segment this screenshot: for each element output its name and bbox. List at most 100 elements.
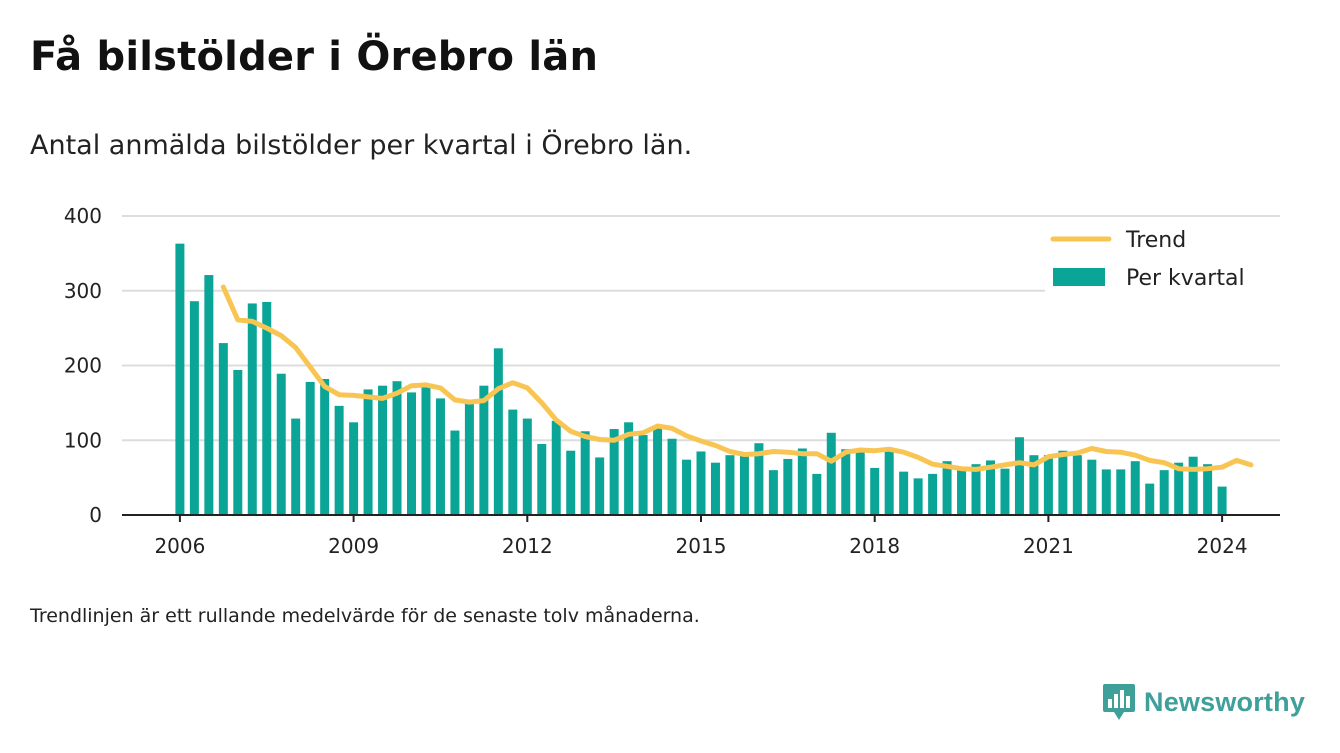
bar-per-kvartal (870, 467, 880, 515)
bar-per-kvartal (812, 473, 822, 515)
bar-per-kvartal (522, 418, 532, 515)
bar-per-kvartal (754, 443, 764, 515)
y-tick-label: 300 (64, 279, 102, 303)
bar-per-kvartal (942, 461, 952, 515)
bar-per-kvartal (392, 381, 402, 515)
bar-per-kvartal (551, 420, 561, 515)
bar-per-kvartal (363, 389, 373, 515)
x-tick-label: 2009 (328, 534, 379, 558)
axes: 0 100 200 300 400 2006 2009 2012 2015 2018 2021 202… (64, 204, 1280, 558)
bar-per-kvartal (566, 450, 576, 515)
x-tick-label: 2015 (676, 534, 727, 558)
legend-bar-swatch (1053, 268, 1105, 286)
bar-per-kvartal (1087, 459, 1097, 515)
bar-per-kvartal (710, 462, 720, 515)
bar-per-kvartal (450, 430, 460, 515)
bar-per-kvartal (320, 378, 330, 515)
legend-trend-label: Trend (1125, 228, 1186, 253)
bar-per-kvartal (609, 429, 619, 515)
bar-per-kvartal (435, 398, 445, 515)
bar-per-kvartal (1043, 455, 1053, 515)
bar-per-kvartal (826, 432, 836, 515)
bar-per-kvartal (1000, 468, 1010, 515)
y-tick-label: 400 (64, 204, 102, 228)
bar-per-kvartal (421, 387, 431, 515)
bar-per-kvartal (1217, 486, 1227, 515)
bar-per-kvartal (334, 405, 344, 515)
x-tick-label: 2018 (849, 534, 900, 558)
bar-per-kvartal (783, 458, 793, 515)
trend-line-layer (220, 284, 1254, 472)
bar-per-kvartal (508, 409, 518, 515)
bar-per-kvartal (479, 385, 489, 515)
bar-per-kvartal (957, 470, 967, 515)
chart-subtitle: Antal anmälda bilstölder per kvartal i Ö… (30, 130, 693, 161)
bar-per-kvartal (276, 373, 286, 515)
bar-per-kvartal (653, 426, 663, 515)
brand-name: Newsworthy (1144, 686, 1306, 717)
legend: Trend Per kvartal (1045, 222, 1280, 292)
bar-per-kvartal (218, 343, 228, 515)
bars-per-kvartal (175, 243, 1227, 515)
bar-per-kvartal (378, 385, 388, 515)
chart-title: Få bilstölder i Örebro län (30, 34, 599, 80)
bar-per-kvartal (1101, 469, 1111, 515)
bar-per-kvartal (841, 449, 851, 515)
bar-per-kvartal (580, 431, 590, 515)
bar-per-kvartal (855, 451, 865, 515)
bar-per-kvartal (928, 473, 938, 515)
x-tick-label: 2024 (1197, 534, 1248, 558)
newsworthy-brand[interactable]: Newsworthy (1102, 682, 1305, 722)
bar-per-kvartal (667, 438, 677, 515)
bar-per-kvartal (1188, 456, 1198, 515)
bar-per-kvartal (638, 435, 648, 515)
bar-per-kvartal (247, 303, 257, 515)
bar-per-kvartal (189, 301, 199, 515)
bar-per-kvartal (204, 275, 214, 515)
bar-per-kvartal (1072, 455, 1082, 515)
bar-per-kvartal (899, 471, 909, 515)
bar-per-kvartal (305, 381, 315, 515)
bar-per-kvartal (595, 457, 605, 515)
bar-per-kvartal (407, 392, 416, 515)
bar-per-kvartal (464, 400, 474, 515)
y-tick-label: 200 (64, 354, 102, 378)
y-tick-label: 100 (64, 428, 102, 452)
bar-per-kvartal (175, 243, 185, 515)
x-tick-label: 2006 (154, 534, 205, 558)
bar-per-kvartal (1058, 450, 1068, 515)
bar-per-kvartal (349, 422, 359, 515)
bar-per-kvartal (986, 460, 995, 515)
quarterly-car-theft-chart: 0 100 200 300 400 2006 2009 2012 2015 2018 2021 202… (64, 204, 1280, 558)
chart-footnote: Trendlinjen är ett rullande medelvärde f… (30, 605, 700, 627)
bar-per-kvartal (1116, 469, 1126, 515)
bar-per-kvartal (1029, 455, 1039, 515)
bar-per-kvartal (884, 449, 894, 515)
bar-per-kvartal (262, 301, 272, 515)
bar-per-kvartal (1203, 464, 1213, 515)
newsworthy-chart-bubble-icon (1103, 684, 1135, 720)
bar-per-kvartal (233, 369, 243, 515)
x-tick-label: 2021 (1023, 534, 1074, 558)
bar-per-kvartal (291, 418, 301, 515)
bar-per-kvartal (1159, 470, 1169, 515)
bar-per-kvartal (739, 452, 749, 515)
bar-per-kvartal (1014, 437, 1024, 515)
bar-per-kvartal (1145, 483, 1155, 515)
bar-per-kvartal (971, 464, 981, 515)
y-tick-label: 0 (89, 503, 102, 527)
bar-per-kvartal (797, 448, 807, 515)
bar-per-kvartal (725, 455, 735, 515)
bar-per-kvartal (682, 459, 692, 515)
bar-per-kvartal (1174, 462, 1184, 515)
legend-bar-label: Per kvartal (1126, 266, 1245, 291)
bar-per-kvartal (493, 348, 503, 515)
bar-per-kvartal (913, 478, 923, 515)
trend-line (220, 284, 1254, 472)
bar-per-kvartal (537, 443, 547, 515)
bar-per-kvartal (1130, 461, 1140, 515)
bar-per-kvartal (768, 470, 778, 515)
x-tick-label: 2012 (502, 534, 553, 558)
bar-per-kvartal (696, 451, 706, 515)
bar-per-kvartal (624, 422, 634, 515)
